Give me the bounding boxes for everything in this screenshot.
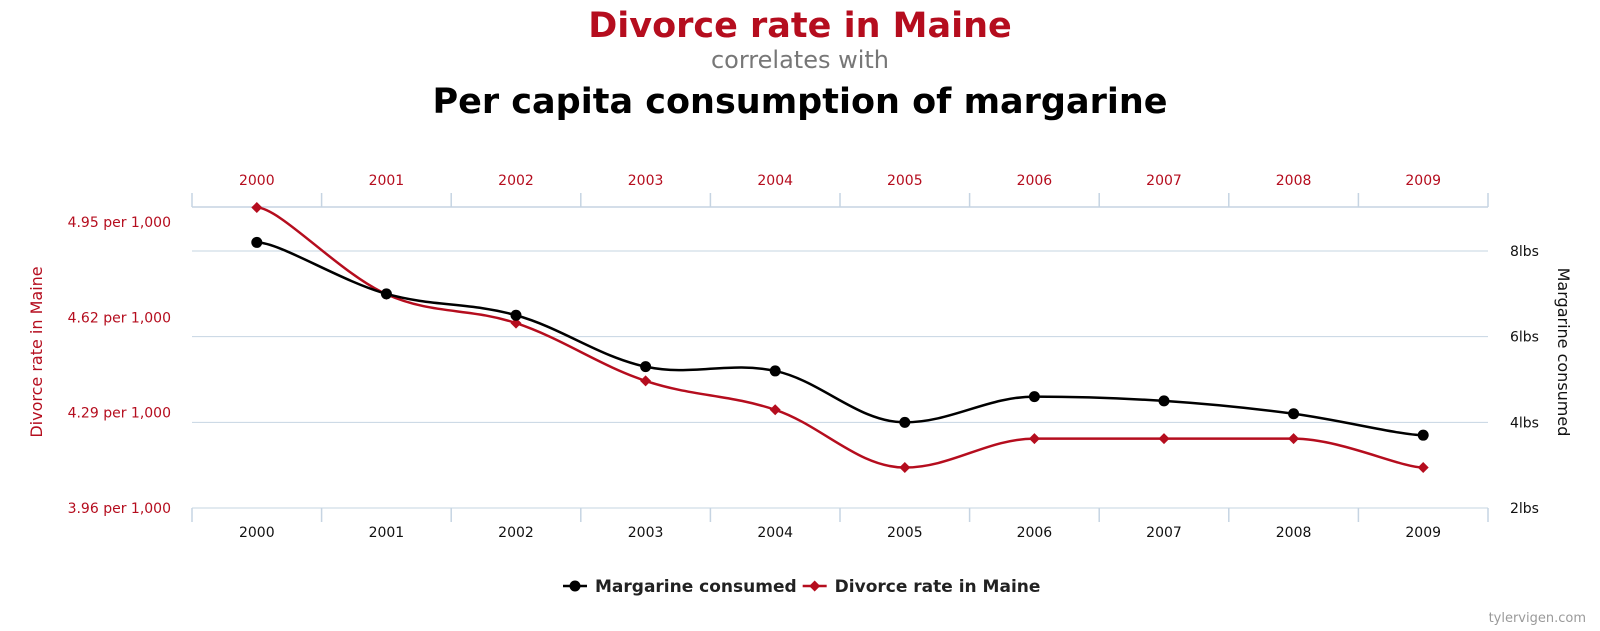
data-point <box>1028 391 1040 403</box>
chart-subtitle: correlates with <box>711 46 889 74</box>
chart-second-title: Per capita consumption of margarine <box>432 82 1167 122</box>
data-point <box>1158 433 1170 445</box>
left-axis-label: 4.62 per 1,000 <box>68 310 171 326</box>
top-axis-label: 2009 <box>1405 173 1441 189</box>
legend-item: Divorce rate in Maine <box>802 577 1041 597</box>
top-axis-label: 2004 <box>757 173 793 189</box>
data-point <box>899 462 911 474</box>
legend-marker <box>569 580 581 592</box>
data-point <box>769 404 781 416</box>
top-axis-label: 2001 <box>369 173 405 189</box>
series-line <box>256 206 1424 469</box>
bottom-axis-label: 2006 <box>1017 525 1053 541</box>
bottom-axis-label: 2005 <box>887 525 923 541</box>
top-axis-label: 2007 <box>1146 173 1182 189</box>
series-divorce-rate <box>251 202 1429 474</box>
chart-title: Divorce rate in Maine <box>588 6 1012 46</box>
top-axis-label: 2002 <box>498 173 534 189</box>
series-margarine <box>251 236 1429 441</box>
top-axis-label: 2000 <box>239 173 275 189</box>
legend: Margarine consumed Divorce rate in Maine <box>563 577 1040 597</box>
series-line <box>256 241 1424 437</box>
bottom-axis-label: 2001 <box>369 525 405 541</box>
legend-item: Margarine consumed <box>563 577 797 597</box>
data-point <box>380 288 392 300</box>
data-point <box>1288 433 1300 445</box>
data-point <box>251 202 263 214</box>
legend-label: Margarine consumed <box>595 577 797 597</box>
bottom-axis-label: 2004 <box>757 525 793 541</box>
bottom-axis-label: 2007 <box>1146 525 1182 541</box>
data-point <box>1417 462 1429 474</box>
right-axis-label: 6lbs <box>1510 330 1539 346</box>
left-axis-title: Divorce rate in Maine <box>27 266 46 437</box>
data-point <box>1288 408 1300 420</box>
top-axis-label: 2006 <box>1017 173 1053 189</box>
bottom-axis-label: 2003 <box>628 525 664 541</box>
legend-marker <box>809 580 821 592</box>
data-point <box>510 317 522 329</box>
top-axis-label: 2003 <box>628 173 664 189</box>
data-point <box>251 236 263 248</box>
legend-label: Divorce rate in Maine <box>835 577 1041 597</box>
left-axis-label: 4.95 per 1,000 <box>68 215 171 231</box>
left-axis-label: 4.29 per 1,000 <box>68 406 171 422</box>
bottom-axis-label: 2002 <box>498 525 534 541</box>
data-point <box>769 365 781 377</box>
plot-area <box>251 202 1429 474</box>
data-point <box>1417 429 1429 441</box>
data-point <box>1028 433 1040 445</box>
bottom-axis-label: 2000 <box>239 525 275 541</box>
left-axis-label: 3.96 per 1,000 <box>68 501 171 517</box>
top-axis-label: 2005 <box>887 173 923 189</box>
data-point <box>1158 395 1170 407</box>
right-axis-label: 8lbs <box>1510 244 1539 260</box>
top-axis-label: 2008 <box>1276 173 1312 189</box>
axes: 2000 2000 2001 2001 2002 2002 2003 2003 2004 2004… <box>68 173 1539 541</box>
right-axis-label: 4lbs <box>1510 415 1539 431</box>
right-axis-title: Margarine consumed <box>1554 268 1573 437</box>
grid <box>192 206 1488 509</box>
bottom-axis-label: 2009 <box>1405 525 1441 541</box>
data-point <box>510 309 522 321</box>
data-point <box>640 361 652 373</box>
data-point <box>899 416 911 428</box>
right-axis-label: 2lbs <box>1510 501 1539 517</box>
data-point <box>640 375 652 387</box>
credit-text: tylervigen.com <box>1489 611 1586 626</box>
bottom-axis-label: 2008 <box>1276 525 1312 541</box>
